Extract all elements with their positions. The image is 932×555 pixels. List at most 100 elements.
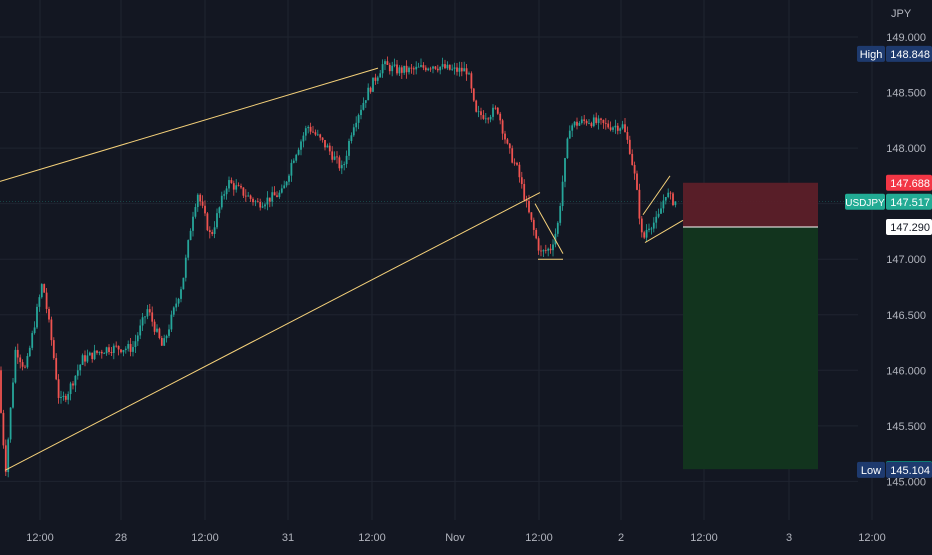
candle-body [484,118,487,120]
candle-body [448,64,451,70]
candle-body [249,195,252,199]
candle-body [189,230,192,241]
trendline-5[interactable] [642,175,671,216]
candle-body [376,77,379,81]
trendline-3[interactable] [534,203,564,254]
candle-body [9,407,12,440]
candle-body [600,118,602,120]
candle-body [662,200,665,209]
candle-body [182,277,185,290]
candle-body [379,73,382,78]
candle-body [326,145,329,148]
candle-body [218,207,221,214]
candle-body [172,307,175,315]
candle-body [489,116,492,120]
candle-body [40,284,43,298]
x-tick-label: 12:00 [191,532,219,544]
candle-body [432,66,434,69]
take-profit-zone[interactable] [683,226,818,470]
candle-body [417,66,420,68]
candle-body [50,319,53,341]
candle-body [532,219,535,230]
candle-body [278,192,281,197]
candle-body [115,345,118,347]
high-price-tag[interactable]: 148.848 High [857,45,932,62]
trendline-1[interactable] [0,67,379,182]
candle-body [14,349,17,383]
candle-body [100,351,103,354]
last-price-tag[interactable]: USDJPY 147.517 [845,193,932,210]
candle-body [208,230,211,233]
candle-body [187,240,190,258]
candle-body [487,118,490,120]
x-tick-label: 12:00 [26,532,54,544]
candle-body [624,124,626,133]
candle-body [348,140,350,156]
candle-body [74,375,77,386]
candle-body [220,195,223,208]
candle-body [223,194,226,196]
candle-body [196,194,199,208]
candle-body [648,228,650,230]
candle-body [21,362,24,367]
x-tick-label: 12:00 [858,532,886,544]
candle-body [48,308,50,320]
candle-body [643,232,646,238]
candle-body [669,192,672,194]
candle-body [16,349,19,358]
candle-body [520,177,523,185]
candle-body [264,204,266,207]
candle-body [316,134,319,136]
candle-body [367,87,370,101]
candle-body [156,328,158,332]
entry-price-tag[interactable]: 147.290 [886,218,932,235]
candle-body [602,119,605,123]
candle-body [564,158,566,182]
high-price-tag-box [886,45,932,62]
candle-body [336,156,338,158]
low-price-tag[interactable]: 145.104 Low [857,461,932,478]
y-tick-label: 145.500 [886,421,926,433]
candle-body [57,379,60,398]
trendline-6[interactable] [644,219,684,243]
candle-body [232,183,235,190]
candle-body [213,227,216,234]
candle-body [201,201,204,206]
candle-body [290,162,293,176]
candle-body [458,67,461,72]
candle-body [410,67,413,69]
candle-body [535,229,538,239]
candle-body [312,131,314,133]
candle-body [192,216,194,231]
candle-body [568,130,571,139]
last-price-value: 147.517 [890,197,930,209]
stop-loss-zone[interactable] [683,182,818,227]
stop-price-tag[interactable]: 147.688 [886,174,932,191]
candle-body [403,65,406,73]
candle-body [592,117,595,127]
candle-body [636,173,638,190]
candle-body [309,126,312,132]
candle-body [28,347,31,357]
candle-body [352,127,355,136]
candle-body [211,232,214,234]
candle-body [672,193,674,206]
candle-body [177,298,180,304]
high-price-tag-label: High [860,49,883,61]
candle-body [79,364,82,371]
trendline-2[interactable] [4,192,541,471]
candle-body [120,349,122,353]
x-tick-label: 31 [282,532,294,544]
candle-body [117,345,120,350]
candle-body [583,119,586,121]
candle-body [345,155,348,165]
candle-body [266,197,269,205]
candle-body [544,250,547,251]
candle-body [139,325,142,336]
candle-body [609,127,612,130]
candle-body [216,213,218,228]
candle-body [393,64,396,66]
candle-body [81,355,84,365]
